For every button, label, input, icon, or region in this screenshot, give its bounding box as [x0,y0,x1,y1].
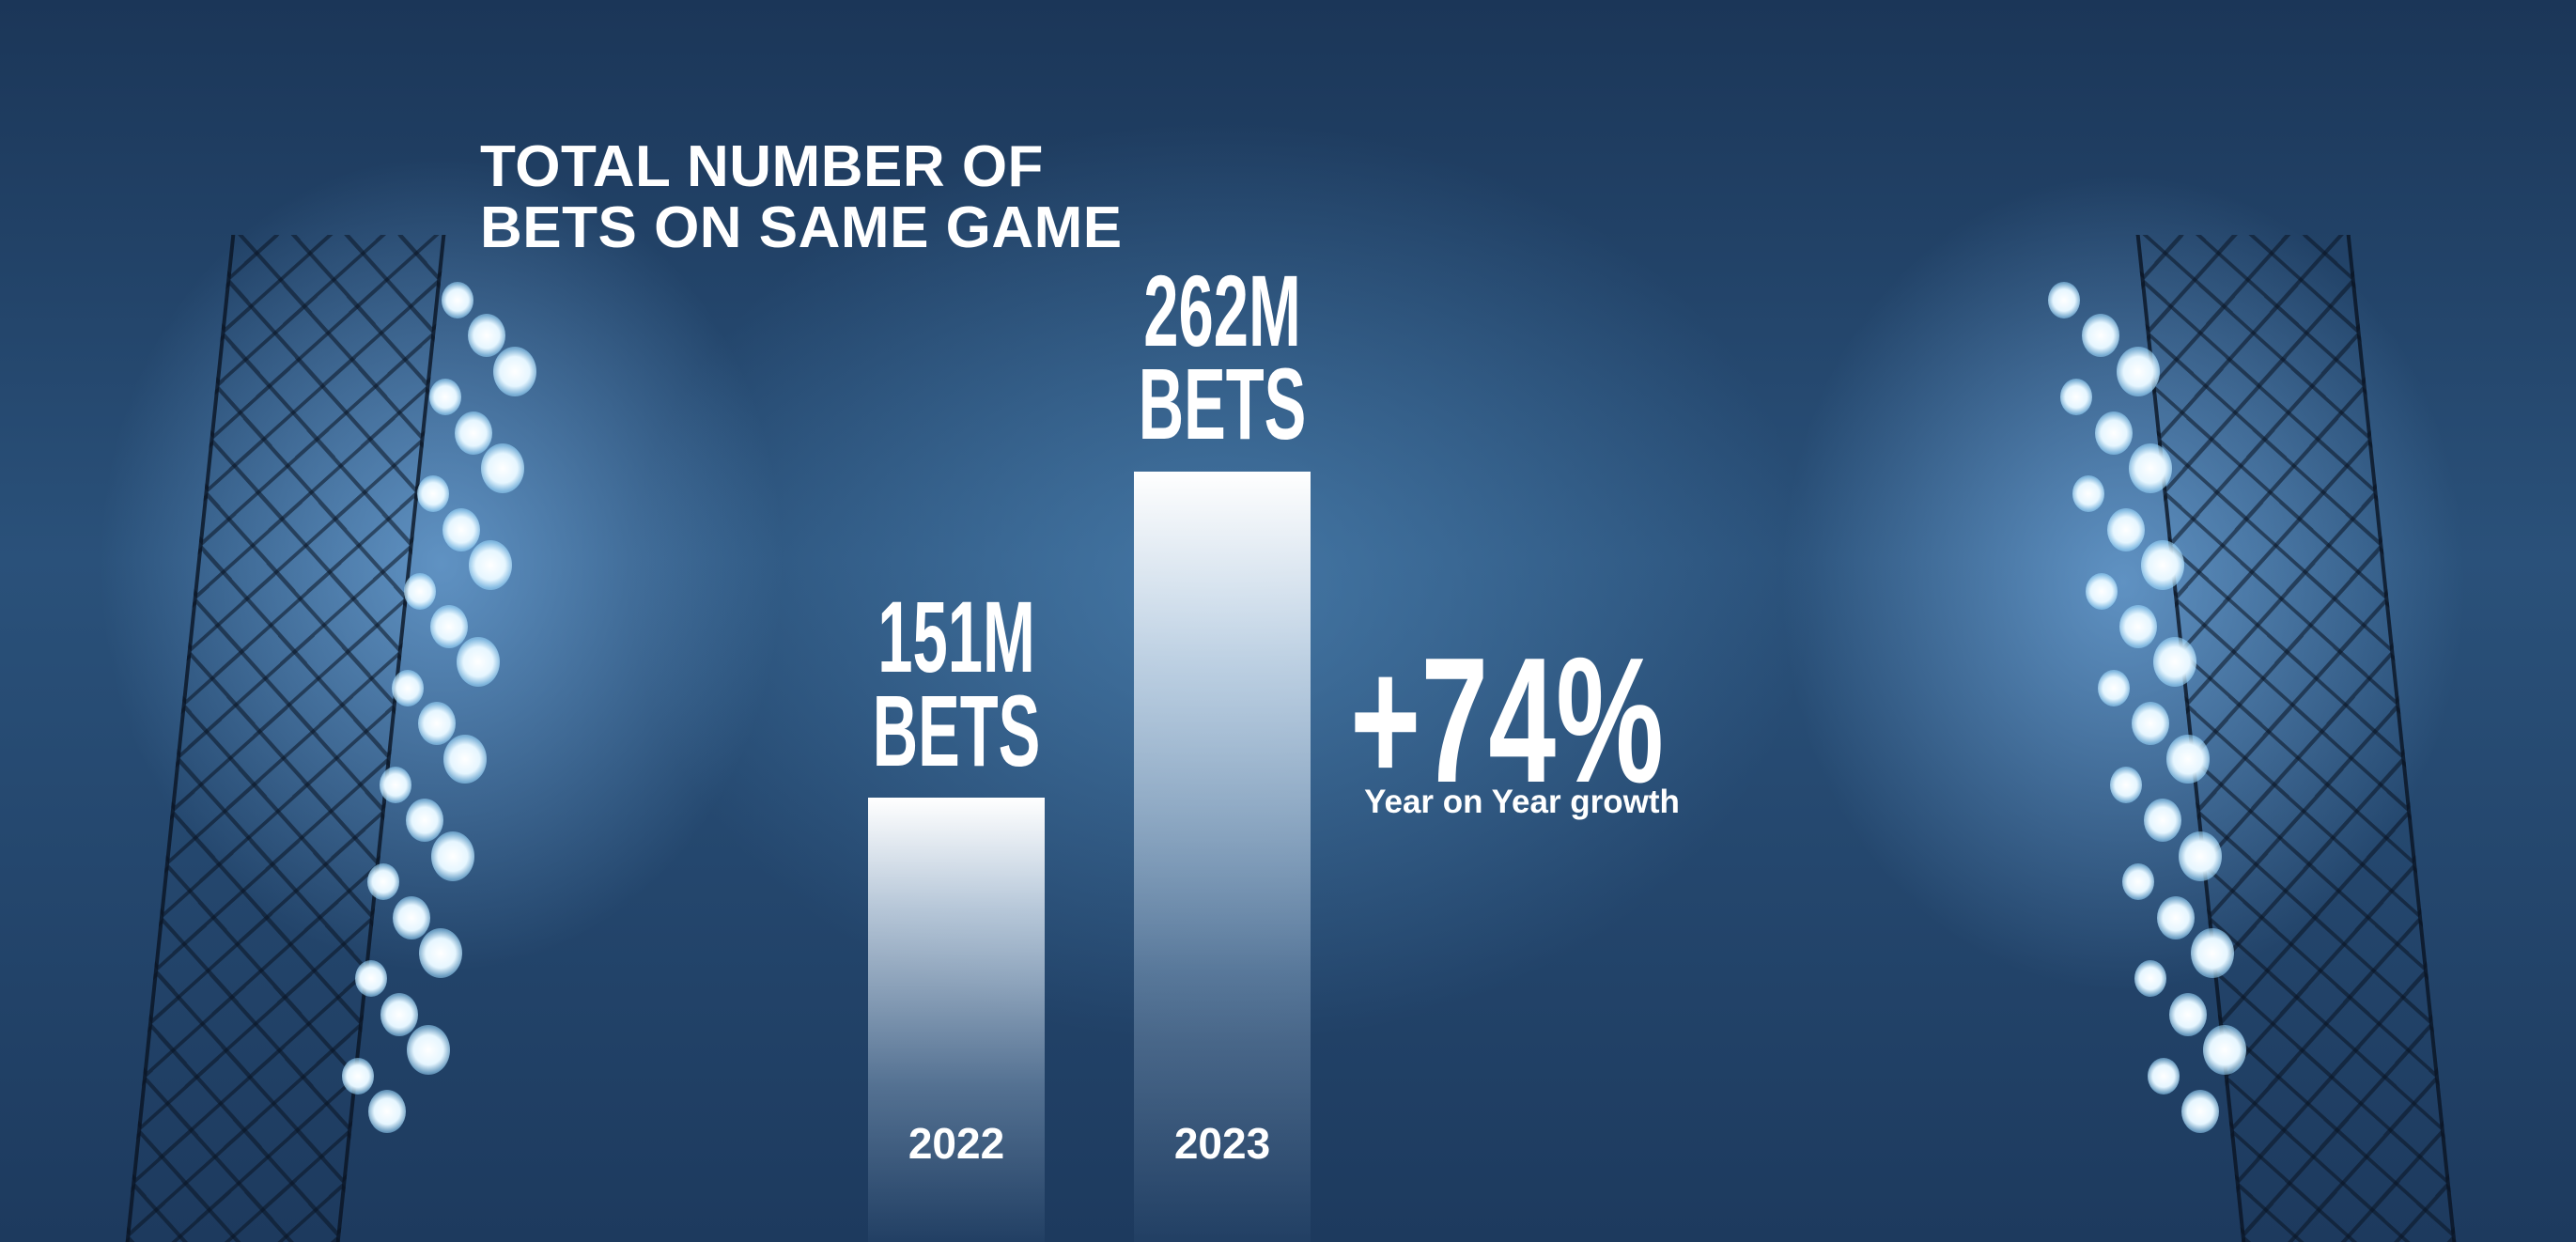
lamp [404,572,437,610]
lamp [2168,992,2207,1036]
lamp [2132,702,2170,746]
x-tick-label: 2023 [1173,1119,1271,1168]
lamp [443,734,488,784]
lamp [405,799,443,843]
lamp [455,411,493,455]
lamp [2134,960,2167,998]
lamp [406,1025,450,1076]
lamp [2094,411,2133,455]
lamp [416,475,449,513]
lamp [380,992,419,1036]
lamp [354,960,387,998]
chart-title: TOTAL NUMBER OF BETS ON SAME GAME [480,134,1123,261]
lamp [2106,507,2145,551]
lamp [417,702,456,746]
growth-annotation: +74% [1349,621,1665,820]
lamp [2191,928,2234,978]
lamp [468,540,512,591]
x-tick-label: 2022 [908,1119,1005,1168]
lamp [2060,379,2093,416]
lamp [431,831,475,881]
lamp [366,863,399,901]
floodlight-tower [125,235,446,1242]
lamp [393,895,431,939]
lamp [2165,734,2210,784]
lamp [2072,475,2105,513]
lamp [467,314,505,358]
lamp [428,379,461,416]
lamp [2082,314,2120,358]
lamp [456,637,500,688]
lamp [2116,346,2160,396]
lamp [442,507,481,551]
lamp [442,282,473,319]
lamp [2141,540,2185,591]
lamp [2153,637,2197,688]
lamp [2144,799,2182,843]
lamp [2097,669,2130,706]
lamp [481,443,524,493]
lamp [2178,831,2222,881]
lamp [430,605,468,648]
lamp [2129,443,2172,493]
lamp [2147,1057,2180,1095]
lamp [2203,1025,2247,1076]
lamp [2119,605,2157,648]
lamp [392,669,425,706]
lamp [2181,1090,2219,1133]
lamp [368,1090,406,1133]
lamp [419,928,462,978]
bar [1134,472,1311,1242]
lamp [2110,767,2142,804]
lamp [342,1057,375,1095]
bar [868,798,1045,1242]
lamp [2048,282,2080,319]
growth-caption: Year on Year growth [1364,784,1680,820]
lamp [2156,895,2195,939]
value-label: 151M BETS [872,580,1041,787]
value-label: 262M BETS [1138,254,1307,461]
lamp [493,346,537,396]
lamp [2122,863,2155,901]
lamp [380,767,411,804]
lamp [2085,572,2118,610]
